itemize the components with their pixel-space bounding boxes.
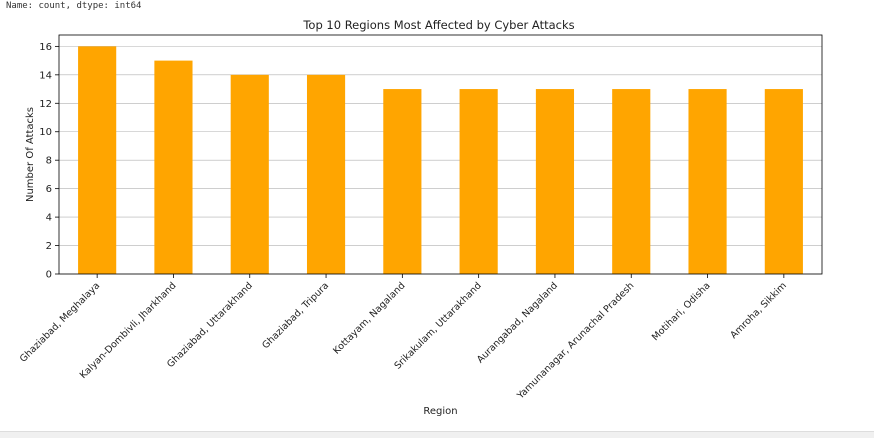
bar [230,74,269,274]
y-tick-label: 14 [39,70,52,81]
x-tick-label: Kottayam, Nagaland [331,280,407,356]
y-tick-label: 8 [46,156,52,167]
bar [459,89,498,274]
y-axis-label: Number Of Attacks [25,107,36,202]
y-tick-label: 16 [39,42,52,53]
bar [764,89,803,274]
bar [78,46,117,274]
bar [688,89,727,274]
x-axis-label: Region [423,406,457,417]
y-tick-label: 12 [39,99,52,110]
x-tick-label: Ghaziabad, Tripura [260,280,331,351]
x-tick-label: Amroha, Sikkim [728,280,789,341]
x-tick-label: Ghaziabad, Uttarakhand [165,280,255,370]
chart-title: Top 10 Regions Most Affected by Cyber At… [302,18,574,32]
y-tick-label: 6 [46,184,52,195]
console-output-line: Name: count, dtype: int64 [6,1,142,11]
x-tick-label: Aurangabad, Nagaland [475,280,560,365]
x-tick-label: Motihari, Odisha [650,280,713,343]
y-axis-ticks: 0 2 4 6 8 10 12 14 16 [39,42,59,281]
notebook-cell-divider [0,431,874,438]
y-tick-label: 0 [46,270,52,281]
bar [154,60,193,274]
bars [78,46,803,274]
bar [306,74,346,274]
bar [383,89,422,274]
plot-area-frame [58,34,823,275]
y-tick-label: 10 [39,127,52,138]
x-tick-label: Ghaziabad, Meghalaya [18,280,102,364]
bar [535,89,575,274]
x-tick-label: Srikakulam, Uttarakhand [392,280,483,371]
y-tick-label: 4 [46,213,52,224]
bar [612,89,651,274]
y-tick-label: 2 [46,241,52,252]
